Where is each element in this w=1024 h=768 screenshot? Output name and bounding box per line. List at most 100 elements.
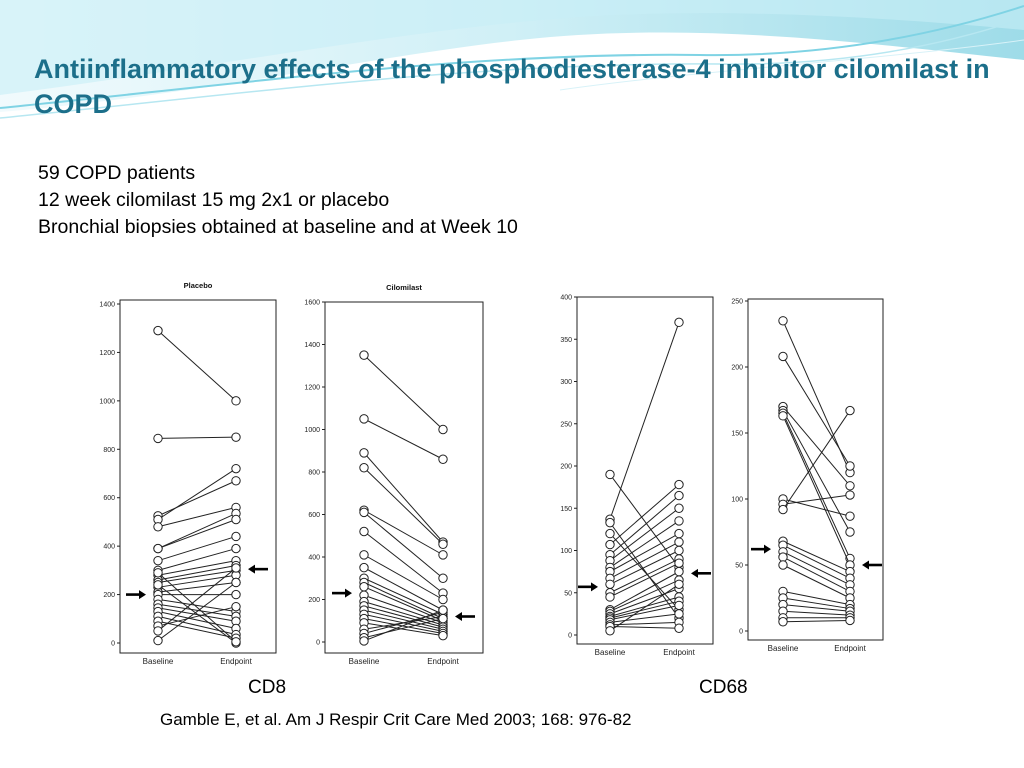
endpoint-point (438, 613, 448, 624)
baseline-arrow-head (764, 544, 771, 554)
series-line (157, 480, 237, 517)
series-line (157, 615, 237, 636)
baseline-arrow-head (139, 590, 146, 600)
plot-frame (119, 299, 277, 654)
series-line (363, 582, 444, 620)
x-category-label: Endpoint (427, 657, 459, 666)
series-line (782, 540, 851, 573)
y-tick-label: 0 (316, 640, 320, 647)
series-line (157, 512, 237, 550)
baseline-point (605, 469, 615, 480)
endpoint-point (674, 479, 684, 490)
series-line (157, 506, 237, 528)
series-line (609, 522, 680, 619)
endpoint-point (231, 514, 241, 525)
series-line (782, 610, 851, 616)
y-tick-label: 600 (103, 495, 115, 502)
series-line (157, 572, 237, 643)
y-tick-label: 200 (103, 592, 115, 599)
endpoint-point (845, 511, 855, 521)
baseline-point (359, 448, 369, 458)
series-line (782, 619, 851, 623)
series-line (609, 600, 680, 619)
endpoint-point (674, 503, 684, 513)
y-tick-label: 1200 (99, 350, 115, 357)
endpoint-point (438, 605, 448, 615)
baseline-arrow-head (591, 582, 598, 592)
series-line (782, 494, 851, 505)
y-tick-label: 800 (103, 447, 115, 454)
series-line (363, 609, 444, 642)
series-line (609, 562, 680, 598)
baseline-point (359, 526, 369, 537)
endpoint-point (674, 545, 684, 556)
y-tick-label: 1000 (99, 398, 115, 405)
endpoint-point (674, 558, 684, 568)
series-line (782, 556, 851, 592)
y-tick-label: 400 (308, 555, 320, 562)
bullet-list: 59 COPD patients 12 week cilomilast 15 m… (38, 160, 518, 241)
header-wave-decoration (0, 0, 1024, 119)
series-line (157, 620, 237, 639)
endpoint-point (231, 432, 241, 442)
series-line (609, 604, 680, 621)
y-tick-label: 200 (731, 365, 743, 372)
series-line (157, 606, 237, 627)
cd68-figure-label: CD68 (699, 677, 748, 698)
y-tick-label: 0 (111, 641, 115, 648)
y-tick-label: 100 (731, 497, 743, 504)
series-line (782, 590, 851, 606)
series-line (363, 622, 444, 637)
baseline-point (153, 635, 163, 646)
citation: Gamble E, et al. Am J Respir Crit Care M… (160, 710, 632, 729)
endpoint-point (231, 637, 241, 647)
baseline-point (153, 568, 163, 578)
series-line (782, 410, 851, 510)
series-line (157, 330, 237, 402)
baseline-point (605, 592, 615, 602)
series-line (609, 495, 680, 556)
series-line (782, 544, 851, 579)
series-line (782, 597, 851, 610)
series-line (157, 436, 237, 439)
series-line (157, 560, 237, 576)
plot-frame (576, 296, 714, 645)
baseline-point (153, 325, 163, 336)
y-tick-label: 100 (560, 548, 572, 555)
endpoint-point (845, 405, 855, 416)
baseline-point (605, 517, 615, 528)
x-category-label: Baseline (768, 644, 799, 653)
plot-frame (324, 301, 484, 654)
series-line (609, 583, 680, 632)
endpoint-arrow-head (248, 564, 255, 574)
baseline-point (778, 351, 788, 362)
endpoint-point (438, 550, 448, 560)
endpoint-arrow-head (862, 560, 869, 570)
endpoint-point (674, 623, 684, 633)
endpoint-point (438, 594, 448, 605)
series-line (782, 551, 851, 586)
y-tick-label: 400 (560, 295, 572, 302)
endpoint-point (231, 531, 241, 542)
chart-placebo: Placebo 0 200 400 600 800 1000 1200 1400 Baseline… (99, 281, 277, 666)
series-line (363, 511, 444, 579)
bullet-item: 12 week cilomilast 15 mg 2x1 or placebo (38, 189, 390, 211)
series-line (157, 611, 237, 629)
endpoint-point (438, 424, 448, 435)
endpoint-point (674, 579, 684, 589)
panel-title: Placebo (184, 281, 213, 290)
y-tick-label: 300 (560, 379, 572, 386)
series-line (363, 509, 444, 556)
endpoint-point (845, 615, 855, 626)
series-line (609, 588, 680, 615)
series-line (363, 467, 444, 545)
series-line (609, 322, 680, 520)
endpoint-point (231, 563, 241, 573)
x-category-label: Endpoint (834, 644, 866, 653)
series-line (609, 558, 680, 594)
series-line (609, 484, 680, 545)
series-line (782, 415, 851, 566)
baseline-point (153, 626, 163, 636)
series-line (782, 410, 851, 533)
baseline-point (153, 580, 163, 590)
